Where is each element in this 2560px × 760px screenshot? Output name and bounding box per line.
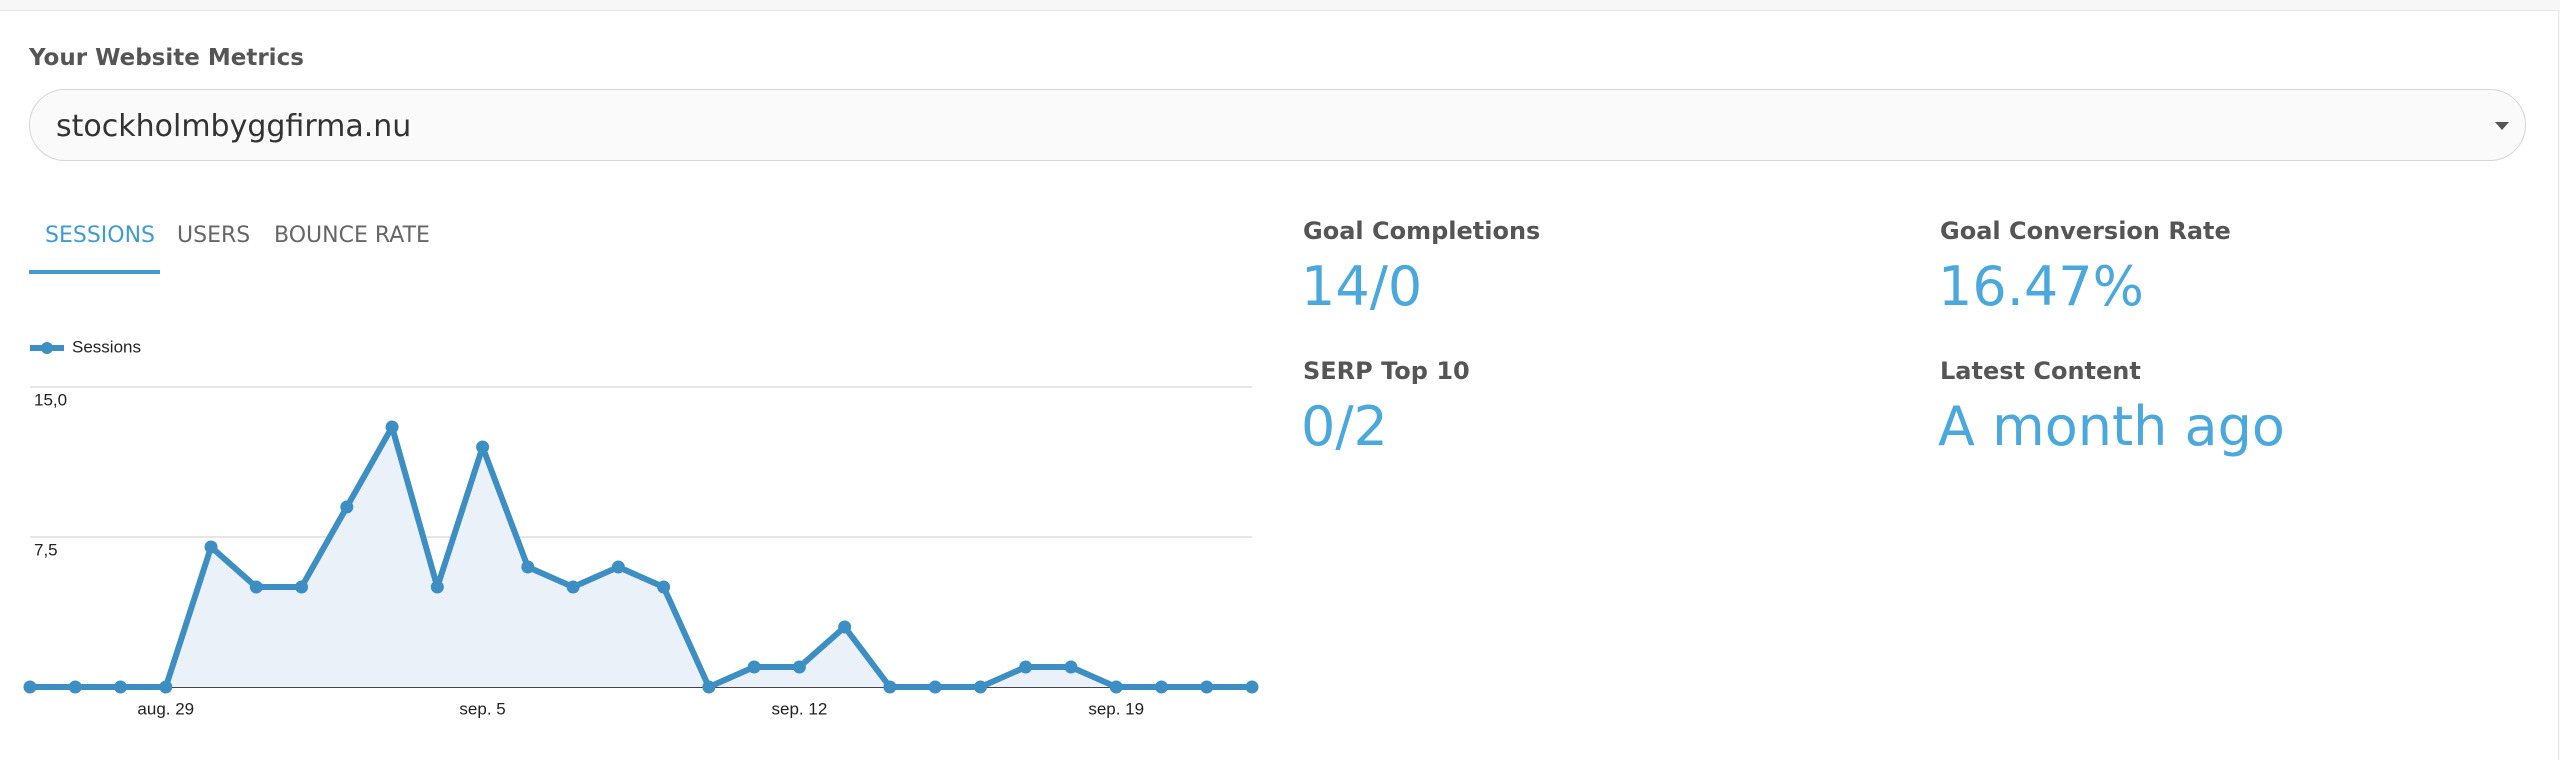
select-value: stockholmbyggfirma.nu: [56, 109, 412, 144]
point: [340, 500, 354, 514]
site-select[interactable]: stockholmbyggfirma.nu: [29, 89, 2526, 161]
stat-label: Goal Completions: [1303, 217, 1541, 245]
point: [566, 580, 580, 594]
stat-value: 0/2: [1301, 395, 1388, 458]
x-tick-label: sep. 12: [772, 699, 828, 718]
stat-label: Latest Content: [1940, 357, 2141, 385]
point: [385, 420, 399, 434]
point: [430, 580, 444, 594]
point: [23, 680, 37, 694]
tab[interactable]: SESSIONS: [45, 223, 156, 248]
caret-icon: [2495, 122, 2509, 130]
x-tick-label: aug. 29: [137, 699, 194, 718]
point: [973, 680, 987, 694]
point: [1109, 680, 1123, 694]
point: [68, 680, 82, 694]
point: [928, 680, 942, 694]
point: [1245, 680, 1259, 694]
stat-label: Goal Conversion Rate: [1940, 217, 2231, 245]
point: [1154, 680, 1168, 694]
stat-label: SERP Top 10: [1303, 357, 1470, 385]
x-tick-label: sep. 19: [1088, 699, 1144, 718]
tab[interactable]: BOUNCE RATE: [274, 223, 430, 248]
point: [249, 580, 263, 594]
y-tick-label: 7,5: [34, 540, 58, 559]
point: [1019, 660, 1033, 674]
point: [657, 580, 671, 594]
point: [159, 680, 173, 694]
legend-label: Sessions: [72, 337, 141, 356]
point: [792, 660, 806, 674]
point: [1064, 660, 1078, 674]
stat-value: A month ago: [1938, 395, 2285, 458]
point: [1200, 680, 1214, 694]
chart: 7,5 15,0 aug. 29 sep. 5 sep. 12 sep. 19 Sessio…: [23, 337, 1259, 718]
point: [521, 560, 535, 574]
point: [204, 540, 218, 554]
point: [295, 580, 309, 594]
card-title: Your Website Metrics: [29, 45, 304, 71]
stat-value: 16.47%: [1938, 255, 2144, 318]
point: [114, 680, 128, 694]
y-tick-label: 15,0: [34, 390, 67, 409]
tab[interactable]: USERS: [177, 223, 251, 248]
point: [476, 440, 490, 454]
point: [838, 620, 852, 634]
active-tab-indicator: [29, 270, 160, 274]
line: [30, 424, 1252, 690]
x-tick-label: sep. 5: [459, 699, 505, 718]
area: [30, 427, 1252, 687]
point: [883, 680, 897, 694]
point: [747, 660, 761, 674]
legend-marker: [41, 342, 53, 354]
stat-value: 14/0: [1301, 255, 1423, 318]
point: [611, 560, 625, 574]
point: [702, 680, 716, 694]
